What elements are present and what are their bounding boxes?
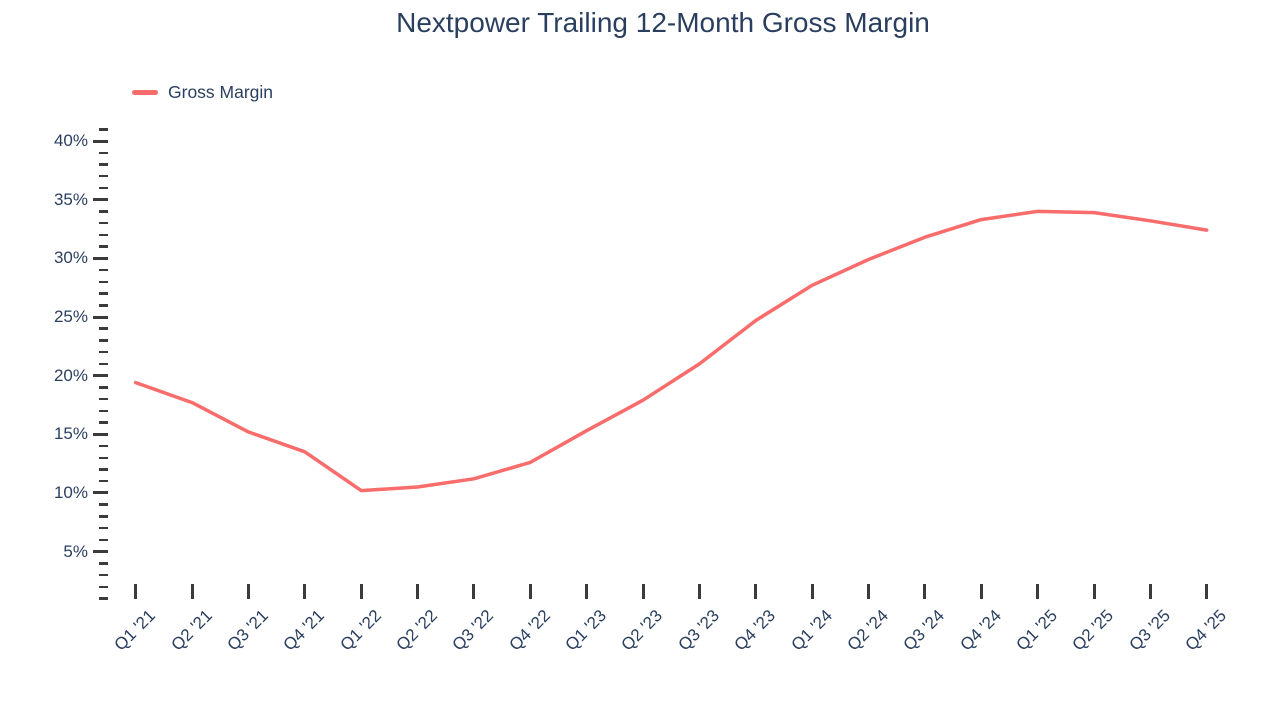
chart-title: Nextpower Trailing 12-Month Gross Margin: [396, 7, 930, 38]
y-axis-minor-tick: [99, 304, 108, 307]
y-axis-minor-tick: [99, 128, 108, 131]
x-axis-tick: [1092, 584, 1096, 599]
x-axis-tick: [528, 584, 532, 599]
y-axis-tick-label: 35%: [53, 189, 88, 209]
x-axis-tick: [697, 584, 701, 599]
y-axis-major-tick: [93, 315, 108, 319]
y-axis-minor-tick: [99, 468, 108, 471]
x-axis-tick: [585, 584, 589, 599]
y-axis-major-tick: [93, 198, 108, 202]
gross-margin-line: [133, 209, 1209, 493]
legend[interactable]: Gross Margin: [132, 82, 273, 103]
y-axis-minor-tick: [99, 526, 108, 530]
y-axis-major-tick: [93, 374, 108, 378]
y-axis-minor-tick: [99, 397, 108, 401]
y-axis-minor-tick: [99, 503, 108, 506]
y-axis-minor-tick: [99, 268, 108, 272]
x-axis-tick: [641, 584, 645, 599]
y-axis-tick-label: 15%: [53, 424, 88, 444]
x-axis-tick: [190, 584, 194, 599]
y-axis-minor-tick: [99, 597, 108, 600]
y-axis-minor-tick: [99, 585, 108, 588]
y-axis-minor-tick: [99, 538, 108, 542]
y-axis-tick-label: 40%: [53, 131, 88, 150]
x-axis-tick: [923, 584, 927, 599]
y-axis-minor-tick: [99, 151, 108, 154]
x-axis-tick: [1205, 584, 1209, 599]
x-axis-tick: [359, 584, 363, 599]
y-axis-minor-tick: [99, 350, 108, 354]
y-axis-major-tick: [93, 139, 108, 143]
x-axis-tick: [472, 584, 476, 599]
y-axis-major-tick: [93, 550, 108, 553]
y-axis-minor-tick: [99, 221, 108, 225]
y-axis-tick-label: 30%: [53, 248, 88, 268]
x-axis-tick: [1036, 584, 1040, 599]
y-axis-minor-tick: [99, 515, 108, 518]
y-axis-tick-label: 10%: [53, 482, 88, 502]
y-axis-minor-tick: [99, 444, 108, 448]
y-axis-minor-tick: [99, 456, 108, 459]
y-axis-minor-tick: [99, 210, 108, 213]
y-axis-minor-tick: [99, 339, 108, 342]
y-axis-minor-tick: [99, 280, 108, 283]
y-axis-minor-tick: [99, 245, 108, 248]
y-axis-minor-tick: [99, 421, 108, 424]
y-axis-minor-tick: [99, 362, 108, 366]
y-axis-minor-tick: [99, 174, 108, 178]
y-axis-major-tick: [93, 432, 108, 436]
y-axis-minor-tick: [99, 163, 108, 166]
y-axis-major-tick: [93, 256, 108, 260]
y-axis-minor-tick: [99, 233, 108, 237]
y-axis-tick-label: 25%: [53, 307, 88, 326]
y-axis-minor-tick: [99, 573, 108, 577]
y-axis-minor-tick: [99, 186, 108, 190]
y-axis-minor-tick: [99, 292, 108, 295]
y-axis-minor-tick: [99, 562, 108, 565]
y-axis-minor-tick: [99, 327, 108, 330]
x-axis-tick: [867, 584, 870, 599]
y-axis-minor-tick: [99, 386, 108, 389]
x-axis-tick: [134, 584, 138, 599]
x-axis-tick: [416, 584, 419, 599]
x-axis-tick: [979, 584, 983, 599]
y-axis-tick-label: 20%: [53, 365, 88, 385]
x-axis-tick: [754, 584, 758, 599]
y-axis-minor-tick: [99, 479, 108, 483]
x-axis-tick: [303, 584, 307, 599]
legend-label: Gross Margin: [168, 82, 274, 102]
legend-line-swatch: [132, 90, 158, 95]
x-axis-tick: [246, 584, 250, 599]
y-axis-tick-label: 5%: [63, 541, 88, 561]
x-axis-tick: [810, 584, 814, 599]
y-axis-minor-tick: [99, 409, 108, 412]
y-axis-major-tick: [93, 491, 108, 495]
x-axis-tick: [1148, 584, 1152, 599]
